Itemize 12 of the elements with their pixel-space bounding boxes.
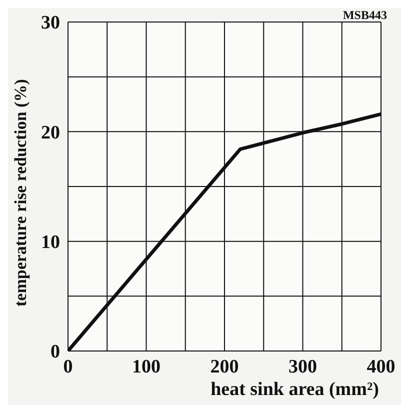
y-axis-title: temperature rise reduction (%) (11, 79, 30, 306)
x-axis-title: heat sink area (mm²) (210, 379, 379, 400)
x-tick-label: 200 (210, 356, 239, 378)
annotation: MSB443 (342, 8, 387, 23)
x-tick-label: 400 (366, 356, 396, 378)
y-tick-label: 20 (41, 122, 60, 144)
x-tick-label: 0 (63, 356, 73, 378)
x-tick-label: 100 (132, 356, 160, 378)
x-tick-label: 300 (288, 356, 317, 378)
y-tick-label: 0 (50, 342, 60, 363)
y-tick-label: 30 (41, 12, 60, 34)
y-tick-label: 10 (41, 232, 60, 254)
